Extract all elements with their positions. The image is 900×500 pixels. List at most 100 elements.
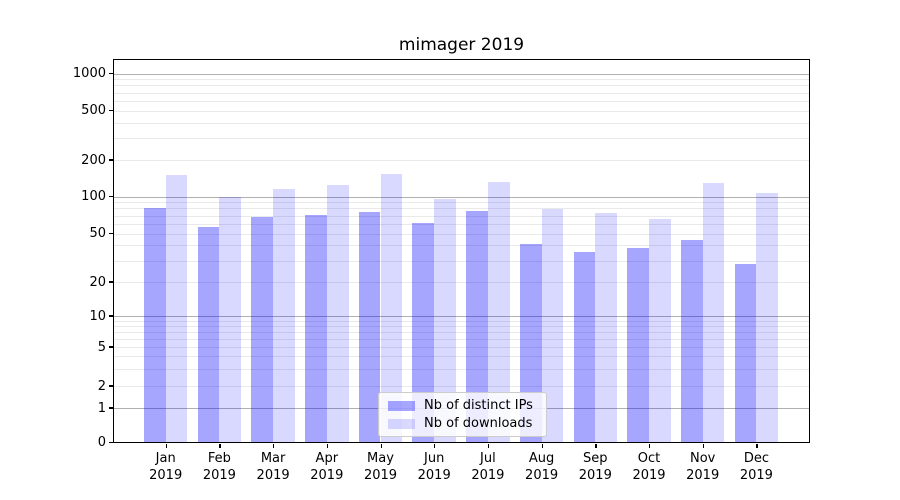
y-tick [109,281,113,283]
minor-gridline [114,356,809,358]
major-gridline [114,73,809,75]
x-tick [219,443,221,448]
y-tick-label: 5 [97,339,106,355]
y-tick-label: 1 [97,400,106,416]
y-tick [109,346,113,348]
bar-distinct-ips-jun [412,222,435,443]
legend-label-distinct-ips: Nb of distinct IPs [424,398,533,413]
x-tick-label: Oct 2019 [632,451,666,483]
major-gridline [114,196,809,198]
x-tick-label: Apr 2019 [310,451,344,483]
y-tick-label: 200 [81,152,106,168]
minor-gridline [114,79,809,81]
x-tick-label: Jul 2019 [471,451,505,483]
minor-gridline [114,282,809,283]
minor-gridline [114,100,809,102]
major-gridline [114,316,809,317]
chart-title: mimager 2019 [398,35,525,55]
bar-downloads-jan [165,175,188,443]
minor-gridline [114,245,809,247]
minor-gridline [114,92,809,94]
minor-gridline [114,110,809,112]
bar-downloads-feb [219,196,242,443]
y-tick-label: 100 [81,189,106,204]
bar-distinct-ips-sep [573,252,596,443]
bar-downloads-nov [702,183,725,443]
y-tick [109,441,113,444]
minor-gridline [114,347,809,348]
minor-gridline [114,138,809,140]
bar-distinct-ips-jul [466,211,488,443]
minor-gridline [114,208,809,210]
x-tick [756,443,758,448]
y-tick-label: 50 [89,226,106,241]
x-tick-label: Aug 2019 [525,451,559,483]
y-tick-label: 2 [97,378,106,394]
legend-label-downloads: Nb of downloads [424,416,533,431]
x-tick-label: May 2019 [363,451,398,483]
minor-gridline [114,368,809,370]
x-tick [541,443,543,448]
y-tick [109,159,113,161]
bar-distinct-ips-apr [305,214,327,443]
bar-downloads-oct [649,218,671,443]
y-tick [109,232,113,235]
y-tick-label: 20 [89,274,106,290]
y-tick [109,72,113,75]
minor-gridline [114,233,809,235]
x-tick-label: Feb 2019 [202,451,236,483]
y-tick [109,109,113,112]
x-tick-label: Nov 2019 [686,451,720,483]
legend: Nb of distinct IPs Nb of downloads [378,392,547,437]
minor-gridline [114,85,809,87]
y-tick [109,385,113,387]
bar-downloads-jul [487,181,510,443]
minor-gridline [114,223,809,225]
bar-distinct-ips-nov [680,240,703,443]
y-tick-label: 0 [97,435,106,450]
legend-item-downloads: Nb of downloads [388,416,546,431]
bar-downloads-sep [595,213,618,443]
x-tick [326,443,329,448]
minor-gridline [114,122,809,124]
bar-downloads-mar [273,189,295,443]
x-tick [165,443,167,448]
y-tick-label: 10 [89,308,106,324]
x-tick [649,443,651,448]
legend-swatch-downloads [388,418,415,429]
bar-distinct-ips-oct [627,248,649,443]
x-tick-label: Jun 2019 [417,451,451,483]
minor-gridline [114,338,809,340]
bar-downloads-apr [326,185,349,443]
minor-gridline [114,160,809,161]
y-tick [109,315,113,317]
x-tick [702,443,704,448]
bar-distinct-ips-dec [734,264,757,443]
bar-distinct-ips-may [358,211,381,443]
minor-gridline [114,202,809,204]
minor-gridline [114,331,809,333]
x-tick-label: Jan 2019 [149,451,183,483]
minor-gridline [114,320,809,322]
legend-item-distinct-ips: Nb of distinct IPs [388,398,546,413]
bar-distinct-ips-mar [251,217,274,443]
x-tick-label: Mar 2019 [256,451,290,483]
bar-distinct-ips-feb [197,227,220,443]
legend-swatch-distinct-ips [388,400,415,411]
y-tick-label: 1000 [72,66,106,81]
x-tick [273,443,275,448]
minor-gridline [114,386,809,387]
minor-gridline [114,325,809,327]
plot-area [113,59,810,443]
bar-downloads-dec [756,192,779,443]
x-tick [434,443,436,448]
bar-downloads-aug [541,209,564,443]
y-tick [109,407,113,409]
bar-distinct-ips-jan [143,207,166,443]
x-tick-label: Sep 2019 [578,451,612,483]
x-tick [380,443,382,448]
bar-downloads-may [380,174,403,443]
y-tick [109,195,113,198]
x-tick-label: Dec 2019 [739,451,773,483]
